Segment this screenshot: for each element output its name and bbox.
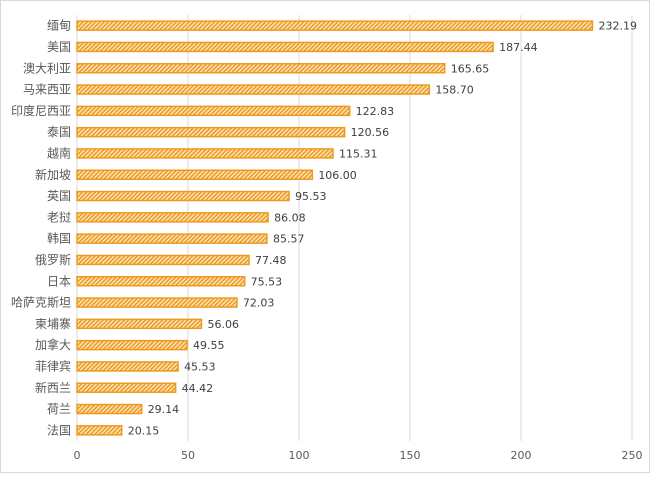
x-tick-label: 250: [622, 449, 643, 462]
value-label: 86.08: [274, 211, 306, 224]
bar: [76, 425, 123, 436]
bar: [76, 233, 268, 244]
category-label: 泰国: [47, 125, 71, 139]
category-label: 马来西亚: [23, 83, 71, 97]
category-label: 澳大利亚: [23, 61, 71, 75]
bar: [76, 169, 314, 180]
value-label: 85.57: [273, 233, 305, 246]
category-label: 老挝: [47, 210, 71, 224]
value-label: 29.14: [148, 403, 180, 416]
x-tick-label: 100: [289, 449, 310, 462]
value-label: 56.06: [207, 318, 239, 331]
bar: [76, 254, 250, 266]
value-label: 75.53: [251, 275, 283, 288]
category-label: 柬埔寨: [35, 316, 71, 331]
value-label: 20.15: [128, 424, 160, 437]
value-label: 158.70: [435, 84, 474, 97]
category-label: 法国: [47, 423, 71, 437]
category-label: 加拿大: [35, 337, 71, 352]
x-tick-label: 50: [181, 449, 195, 462]
category-label: 新西兰: [35, 380, 71, 395]
category-label: 缅甸: [47, 19, 71, 33]
category-label: 哈萨克斯坦: [11, 296, 71, 310]
category-label: 日本: [47, 274, 71, 288]
value-label: 122.83: [356, 105, 395, 118]
bar: [76, 105, 351, 117]
value-label: 120.56: [351, 126, 390, 139]
category-label: 俄罗斯: [35, 253, 71, 267]
value-label: 45.53: [184, 360, 216, 373]
bar: [76, 382, 177, 393]
value-label: 72.03: [243, 297, 275, 310]
category-label: 印度尼西亚: [11, 103, 71, 118]
category-label: 菲律宾: [35, 358, 71, 373]
value-label: 49.55: [193, 339, 225, 352]
category-label: 英国: [47, 189, 71, 203]
value-label: 165.65: [451, 62, 490, 75]
x-tick-label: 150: [400, 449, 421, 462]
value-label: 115.31: [339, 147, 378, 160]
bar: [76, 212, 269, 223]
value-label: 106.00: [318, 169, 357, 182]
bar: [76, 318, 203, 330]
bar: [76, 148, 334, 159]
category-label: 美国: [47, 40, 71, 54]
bar: [76, 84, 431, 95]
bar: [76, 297, 238, 308]
x-tick-label: 200: [511, 449, 532, 462]
bar: [76, 403, 143, 415]
bar: [76, 20, 594, 31]
category-label: 荷兰: [47, 402, 71, 416]
category-label: 越南: [47, 145, 71, 160]
bar: [76, 339, 188, 351]
bar: [76, 41, 494, 53]
bar: [76, 276, 246, 287]
bar: [76, 361, 179, 372]
category-label: 新加坡: [35, 167, 71, 182]
value-label: 95.53: [295, 190, 327, 203]
bar: [76, 126, 346, 138]
category-label: 韩国: [47, 231, 71, 246]
x-tick-label: 0: [74, 449, 81, 462]
bar: [76, 190, 290, 202]
value-label: 44.42: [182, 382, 214, 395]
value-label: 232.19: [598, 20, 637, 33]
value-label: 77.48: [255, 254, 287, 267]
bar: [76, 63, 446, 74]
value-label: 187.44: [499, 41, 538, 54]
